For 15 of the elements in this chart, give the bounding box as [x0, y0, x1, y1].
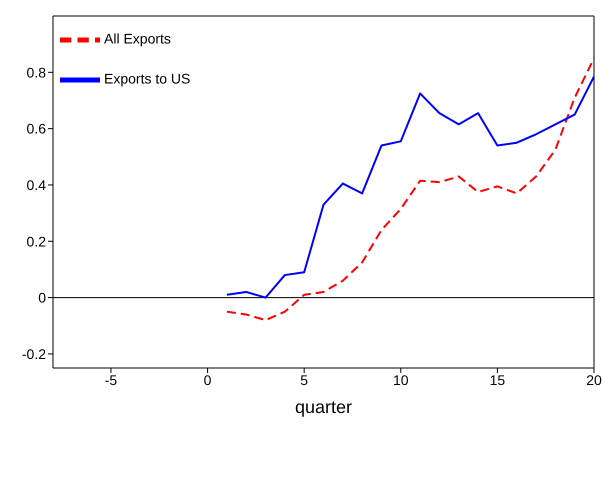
x-tick-label: -5 [104, 372, 118, 388]
x-tick-label: 5 [300, 372, 308, 388]
x-tick-label: 0 [204, 372, 212, 388]
x-tick-label: 10 [392, 372, 409, 388]
y-tick-label: 0.8 [26, 64, 46, 80]
y-tick-label: -0.2 [22, 346, 46, 362]
y-tick-label: 0.2 [26, 233, 46, 250]
y-tick-label: 0.6 [26, 120, 46, 137]
x-axis-title: quarter [294, 397, 352, 417]
legend-label: Exports to US [104, 70, 190, 87]
x-tick-label: 20 [586, 372, 602, 388]
legend-label: All Exports [104, 30, 171, 47]
x-tick-label: 15 [490, 372, 506, 388]
y-tick-label: 0 [38, 290, 46, 306]
y-tick-label: 0.4 [26, 176, 46, 193]
